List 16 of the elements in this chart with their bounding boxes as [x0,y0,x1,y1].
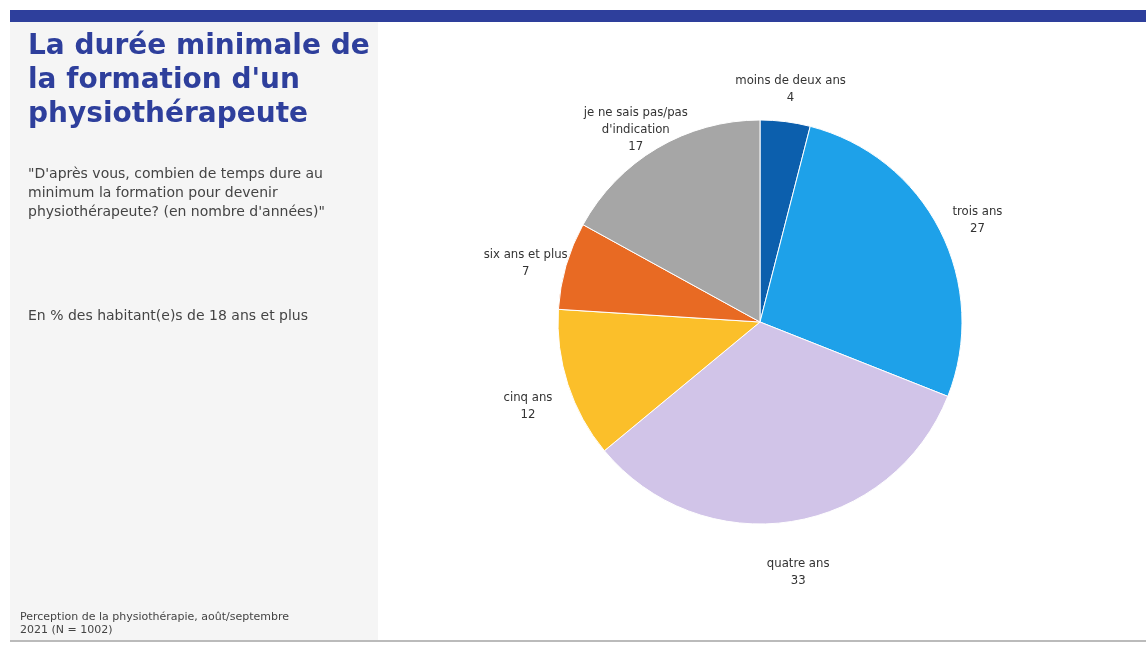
text: En % des habitant(e)s de 18 ans et plus [28,307,309,323]
slice-label: quatre ans [766,555,830,570]
data-label: 12 [520,406,536,422]
slice-label: je ne sais pas/pas d'indication [582,103,688,136]
text: "D'après vous, combien de temps dure au minimum la formation pour devenir physiothérapeute? (en nombre d'années)" [28,164,326,221]
text: La durée minimale de la formation d'un physiothérapeute [28,28,371,130]
data-label: 27 [969,220,985,236]
data-label: 33 [790,572,806,587]
text: Perception de la physiothérapie, août/septembre 2021 (N = 1002) [20,610,291,636]
slice-label: trois ans [952,203,1003,219]
data-label: 17 [628,137,644,153]
data-label: 7 [521,262,530,278]
slice-label: cinq ans [503,389,553,405]
data-label: 4 [786,88,795,104]
slice-label: moins de deux ans [735,71,846,87]
slice-label: six ans et plus [483,245,568,261]
